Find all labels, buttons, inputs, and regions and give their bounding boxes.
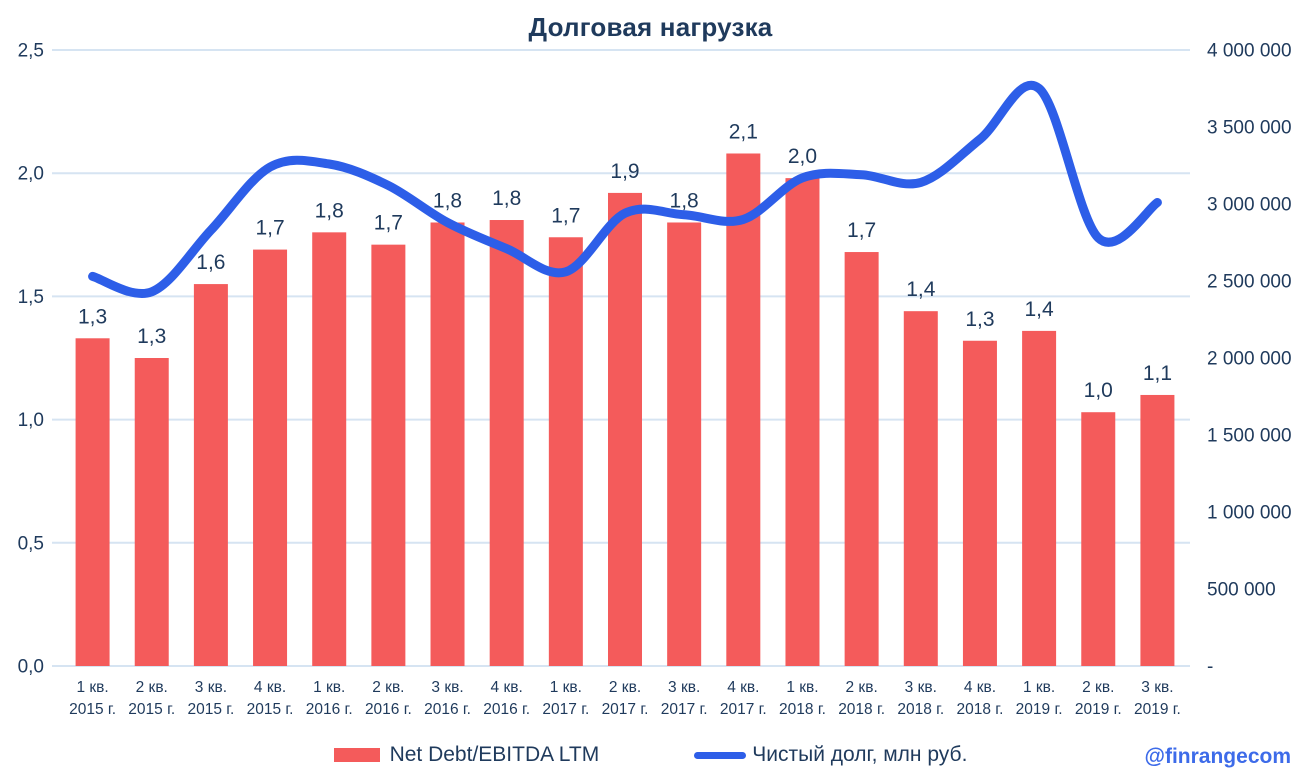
bar — [1140, 394, 1175, 666]
bar — [430, 222, 465, 667]
bar — [312, 232, 347, 666]
bar-value-label: 1,7 — [374, 212, 403, 235]
left-axis-tick-label: 2,0 — [18, 164, 44, 185]
x-axis-tick-label: 1 кв. 2018 г. — [779, 679, 826, 718]
x-axis-tick-label: 3 кв. 2018 г. — [897, 679, 944, 718]
left-axis-tick-label: 0,5 — [18, 533, 44, 554]
x-axis-tick-label: 3 кв. 2016 г. — [424, 679, 471, 718]
legend-bar-label: Net Debt/EBITDA LTM — [389, 743, 600, 766]
x-axis-tick-label: 1 кв. 2019 г. — [1016, 679, 1063, 718]
right-axis-tick-label: 1 000 000 — [1207, 503, 1292, 524]
bar-value-label: 1,7 — [255, 217, 284, 240]
legend-line-label: Чистый долг, млн руб. — [752, 743, 968, 766]
bar — [844, 252, 879, 666]
x-axis-tick-label: 2 кв. 2015 г. — [128, 679, 175, 718]
bar-value-label: 1,6 — [196, 251, 225, 274]
x-axis-tick-label: 4 кв. 2017 г. — [720, 679, 767, 718]
right-axis-tick-label: 2 000 000 — [1207, 349, 1292, 370]
x-axis-tick-label: 2 кв. 2016 г. — [365, 679, 412, 718]
bar — [726, 153, 761, 666]
legend-bar-swatch-icon — [333, 748, 380, 762]
bar-value-label: 1,7 — [847, 219, 876, 242]
bar-value-label: 1,4 — [906, 278, 936, 301]
bar — [962, 340, 997, 666]
left-axis-tick-label: 1,5 — [18, 287, 44, 308]
x-axis-tick-label: 2 кв. 2017 г. — [602, 679, 649, 718]
x-axis-tick-label: 3 кв. 2017 г. — [661, 679, 708, 718]
x-axis-tick-label: 2 кв. 2019 г. — [1075, 679, 1122, 718]
bar-value-label: 1,3 — [78, 305, 107, 328]
bar-value-label: 2,0 — [788, 145, 817, 168]
right-axis-tick-label: 2 500 000 — [1207, 272, 1292, 293]
bar — [489, 220, 524, 667]
bar — [903, 311, 938, 666]
x-axis-tick-label: 3 кв. 2019 г. — [1134, 679, 1181, 718]
right-axis-tick-label: 1 500 000 — [1207, 426, 1292, 447]
bar — [253, 249, 288, 667]
bar — [1022, 330, 1057, 666]
x-axis-tick-label: 3 кв. 2015 г. — [187, 679, 234, 718]
bar-value-label: 2,1 — [729, 120, 758, 143]
x-axis-tick-label: 1 кв. 2015 г. — [69, 679, 116, 718]
bar-value-label: 1,3 — [137, 325, 166, 348]
bar-value-label: 1,8 — [433, 189, 462, 212]
x-axis-tick-label: 2 кв. 2018 г. — [838, 679, 885, 718]
chart-title: Долговая нагрузка — [528, 12, 773, 42]
watermark: @finrangecom — [1144, 745, 1292, 768]
bar — [75, 338, 110, 666]
legend: Net Debt/EBITDA LTM Чистый долг, млн руб… — [0, 743, 1301, 767]
bar-value-label: 1,8 — [492, 187, 521, 210]
right-axis-tick-label: 500 000 — [1207, 580, 1276, 601]
bar — [667, 222, 702, 667]
left-axis-tick-label: 1,0 — [18, 410, 44, 431]
left-axis-tick-label: 0,0 — [18, 657, 44, 678]
bar — [608, 192, 642, 667]
bar — [371, 244, 406, 666]
bar — [785, 178, 820, 667]
x-axis-tick-label: 1 кв. 2016 г. — [306, 679, 353, 718]
bar-value-label: 1,7 — [551, 204, 580, 227]
right-axis-tick-label: 3 500 000 — [1207, 118, 1292, 139]
x-axis-tick-label: 4 кв. 2018 г. — [957, 679, 1004, 718]
bar-value-label: 1,0 — [1084, 379, 1113, 402]
bar — [548, 237, 583, 666]
x-axis-tick-label: 1 кв. 2017 г. — [542, 679, 589, 718]
bar-value-label: 1,1 — [1143, 362, 1172, 385]
bar-value-label: 1,8 — [670, 189, 699, 212]
bar — [134, 358, 169, 666]
x-axis-tick-label: 4 кв. 2016 г. — [483, 679, 530, 718]
right-axis-tick-label: 4 000 000 — [1207, 41, 1292, 62]
bar-value-label: 1,3 — [965, 308, 994, 331]
right-axis-tick-label: - — [1207, 657, 1213, 678]
right-axis-tick-label: 3 000 000 — [1207, 195, 1292, 216]
bar — [193, 284, 228, 666]
bar-value-label: 1,4 — [1025, 298, 1055, 321]
x-axis-tick-label: 4 кв. 2015 г. — [247, 679, 294, 718]
bar-value-label: 1,9 — [610, 160, 639, 183]
bar-value-label: 1,8 — [315, 199, 344, 222]
netdebt-line — [88, 81, 1162, 298]
bar — [1081, 412, 1116, 666]
left-axis-tick-label: 2,5 — [18, 41, 44, 62]
legend-line-swatch-icon — [694, 751, 747, 759]
